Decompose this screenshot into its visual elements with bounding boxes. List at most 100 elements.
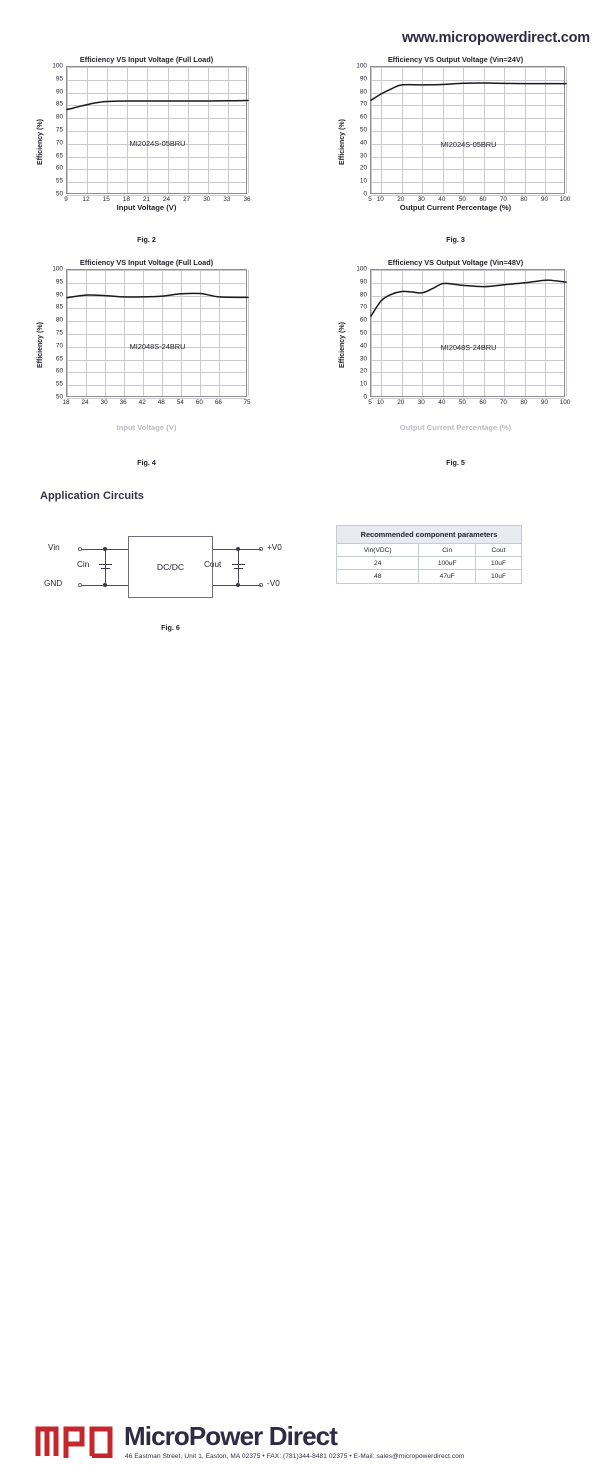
gridline-vertical [566,67,567,193]
gridline-horizontal [371,359,564,361]
x-axis-tick: 60 [479,399,487,406]
y-axis-tick: 60 [55,164,63,172]
gridline-horizontal [371,105,564,107]
y-axis-tick: 20 [359,164,367,172]
y-axis-tick: 95 [55,75,63,83]
gridline-vertical [143,270,145,396]
x-axis-label: Output Current Percentage (%) [399,423,512,432]
chart-2: Efficiency VS Input Voltage (Full Load) E… [30,55,263,249]
label-cin: Cin [77,560,90,569]
gridline-vertical [442,67,444,193]
gridline-horizontal [67,118,246,120]
x-axis-label: Input Voltage (V) [116,423,177,432]
y-axis-tick: 100 [52,265,63,273]
gridline-horizontal [371,372,564,374]
y-axis-tick: 90 [55,291,63,299]
table-cell: 10uF [474,556,523,571]
gridline-vertical [401,67,403,193]
gridline-vertical [181,270,183,396]
gridline-vertical [207,67,209,193]
vout-neg-terminal [259,583,263,587]
gridline-vertical [566,270,567,396]
y-axis-tick: 20 [359,367,367,375]
gridline-vertical [147,67,149,193]
y-axis-tick: 80 [55,316,63,324]
gridline-vertical [105,270,107,396]
gridline-horizontal [67,92,246,94]
x-axis-tick: 9 [64,196,68,203]
figure-caption: Fig. 3 [446,235,465,244]
data-series-curve [66,292,249,299]
gridline-horizontal [67,79,246,81]
x-axis-tick: 12 [82,196,90,203]
label-vout-neg: -V0 [267,579,280,588]
plot-area: MI2048S-24BRU [66,269,249,399]
x-axis-tick: 50 [458,399,466,406]
gridline-vertical [67,67,68,193]
gridline-horizontal [67,182,246,184]
gridline-horizontal [67,359,246,361]
x-axis-label: Input Voltage (V) [116,203,177,212]
gridline-vertical [483,67,485,193]
y-axis-tick: 100 [52,62,63,70]
y-axis-tick: 70 [55,139,63,147]
y-axis-tick: 60 [55,367,63,375]
gridline-horizontal [67,372,246,374]
gridline-vertical [167,67,169,193]
x-axis-tick: 90 [540,399,549,406]
chart-4: Efficiency VS Input Voltage (Full Load) E… [30,258,263,472]
table-column-header-row: Vin(VDC) Cin Cout [335,542,523,558]
x-axis-tick: 5 [368,196,372,203]
data-series-curve [370,279,567,317]
y-axis-tick: 50 [55,393,63,401]
gridline-horizontal [67,195,246,196]
label-gnd: GND [44,579,63,588]
y-axis-label: Efficiency (%) [339,322,346,368]
y-axis-label: Efficiency (%) [37,322,44,368]
gridline-horizontal [371,156,564,158]
vout-pos-terminal [259,547,263,551]
gridline-horizontal [371,143,564,145]
gridline-horizontal [67,398,246,399]
label-vin: Vin [48,543,60,552]
y-axis-tick: 80 [359,291,367,299]
gridline-vertical [504,67,506,193]
gridline-horizontal [67,156,246,158]
x-axis-tick: 15 [102,196,110,203]
gridline-vertical [524,270,526,396]
footer-address: 46 Eastman Street, Unit 1, Easton, MA 02… [125,1453,465,1460]
gnd-terminal [78,583,82,587]
chart-title: Efficiency VS Input Voltage (Full Load) [79,258,214,267]
gridline-vertical [545,67,547,193]
gridline-vertical [381,67,383,193]
table-cell: 48 [335,569,420,584]
y-axis-tick: 0 [363,393,367,401]
figure-caption: Fig. 5 [446,458,465,467]
gridline-horizontal [67,308,246,310]
table-cell: 47uF [418,569,476,584]
y-axis-tick: 75 [55,329,63,337]
node-cout-bottom [236,583,240,587]
y-axis-tick: 75 [55,126,63,134]
y-axis-tick: 65 [55,152,63,160]
gridline-horizontal [67,105,246,107]
gridline-horizontal [67,334,246,335]
y-axis-label: Efficiency (%) [339,119,346,165]
y-axis-tick: 10 [359,380,367,388]
gridline-vertical [67,270,68,396]
table-title: Recommended component parameters [336,525,522,544]
gridline-vertical [422,270,424,396]
gridline-horizontal [371,79,564,81]
website-url: www.micropowerdirect.com [401,30,590,46]
gridline-vertical [524,67,526,193]
recommended-parameters-table: Recommended component parameters Vin(VDC… [335,525,523,584]
x-axis-tick: 30 [203,196,211,203]
y-axis-tick: 60 [359,113,367,121]
table-column-header: Cin [418,542,476,558]
series-label: MI2048S-24BRU [129,341,186,351]
chart-3: Efficiency VS Output Voltage (Vin=24V) Ef… [330,55,581,249]
wire-cout-branch [238,549,239,585]
x-axis-tick: 54 [176,399,184,406]
gridline-horizontal [371,282,564,284]
x-axis-tick: 70 [499,196,507,203]
